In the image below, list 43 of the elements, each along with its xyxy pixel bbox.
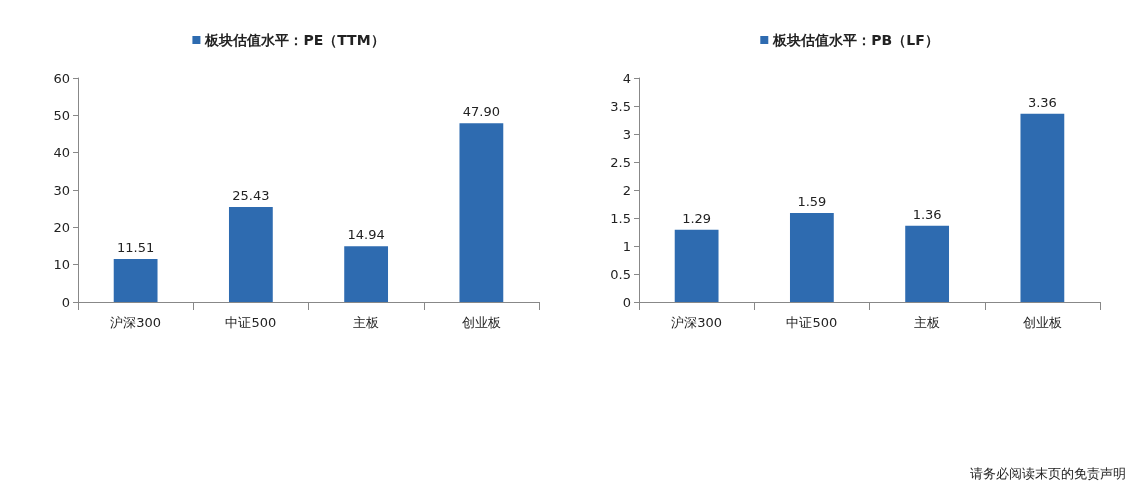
x-tick-label: 创业板 — [1022, 315, 1062, 330]
x-tick-label: 沪深300 — [110, 315, 162, 330]
bar — [459, 123, 504, 302]
y-tick-label: 0 — [622, 294, 631, 310]
text: 11.51 — [117, 240, 155, 256]
text: 47.90 — [462, 104, 500, 120]
text: 3.36 — [1027, 94, 1057, 110]
x-tick-label: 沪深300 — [671, 315, 723, 330]
text: 1.59 — [797, 193, 827, 209]
bar — [905, 225, 950, 302]
y-tick-label: 1 — [622, 238, 631, 254]
bar — [1020, 113, 1065, 302]
y-tick-label: 20 — [53, 219, 70, 235]
y-tick-label: 3.5 — [610, 98, 631, 114]
bar — [344, 246, 389, 302]
y-tick-label: 30 — [53, 182, 70, 198]
y-tick-label: 1.5 — [610, 210, 631, 226]
x-tick-label: 主板 — [353, 315, 380, 330]
bar — [228, 207, 273, 302]
y-tick-label: 4 — [622, 70, 631, 86]
y-tick-label: 2.5 — [610, 154, 631, 170]
bar — [113, 259, 158, 302]
text: 25.43 — [232, 188, 270, 204]
y-tick-label: 40 — [53, 145, 70, 161]
text: 14.94 — [347, 227, 385, 243]
legend-label: 板块估值水平：PB（LF） — [772, 32, 939, 48]
x-tick-label: 中证500 — [225, 315, 277, 330]
text: 请务必阅读末页的免责声明 — [970, 466, 1126, 481]
y-tick-label: 50 — [53, 107, 70, 123]
y-tick-label: 60 — [53, 70, 70, 86]
text: 1.29 — [682, 210, 712, 226]
y-tick-label: 10 — [53, 257, 70, 273]
y-tick-label: 0 — [61, 294, 70, 310]
bar — [789, 212, 834, 302]
bar — [674, 229, 719, 302]
x-tick-label: 创业板 — [461, 315, 501, 330]
x-tick-label: 中证500 — [786, 315, 838, 330]
text: 1.36 — [912, 206, 942, 222]
x-tick-label: 主板 — [914, 315, 941, 330]
y-tick-label: 2 — [622, 182, 631, 198]
legend-label: 板块估值水平：PE（TTM） — [204, 32, 385, 48]
y-tick-label: 0.5 — [610, 266, 631, 282]
y-tick-label: 3 — [622, 126, 631, 142]
